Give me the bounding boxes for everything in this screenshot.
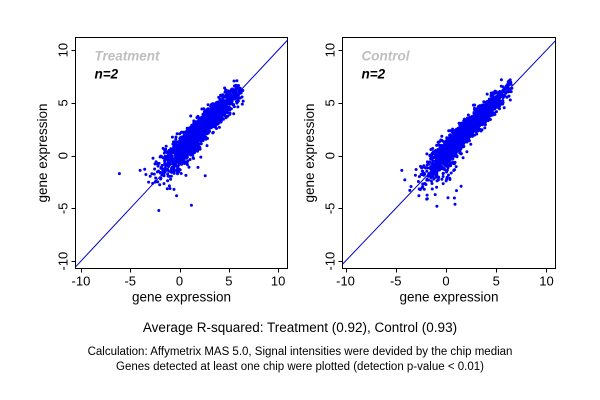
y-tick-label: -5 — [323, 203, 338, 215]
y-tick-label: 10 — [323, 43, 338, 57]
n-label-control: n=2 — [362, 67, 386, 82]
x-tick-label: 10 — [539, 274, 553, 289]
x-tick-label: 0 — [176, 274, 183, 289]
y-axis-title-control: gene expression — [302, 103, 317, 202]
x-axis-title-control: gene expression — [399, 290, 498, 305]
panel-treatment: -10 -5 0 5 10 -10 -5 0 5 10 gene expression gene ex… — [35, 37, 288, 305]
x-tick-label: -5 — [124, 274, 136, 289]
x-tick-label: 10 — [271, 274, 285, 289]
rsquared-caption: Average R-squared: Treatment (0.92), Con… — [142, 320, 458, 335]
plot-frame-treatment — [75, 37, 288, 269]
y-tick-label: 10 — [56, 43, 71, 57]
y-tick-label: 0 — [323, 152, 338, 159]
scatter-points-treatment — [117, 79, 245, 212]
x-tick-label: 0 — [442, 274, 449, 289]
y-tick-label: 5 — [323, 99, 338, 106]
panel-control: -10 -5 0 5 10 -10 -5 0 5 10 gene expression gene ex… — [302, 37, 556, 305]
y-tick-label: -10 — [323, 252, 338, 271]
calculation-note-line1: Calculation: Affymetrix MAS 5.0, Signal … — [87, 346, 513, 358]
x-tick-label: 5 — [225, 274, 232, 289]
y-tick-label: 5 — [56, 99, 71, 106]
scatter-points-control — [400, 78, 514, 208]
plot-frame-control — [342, 37, 556, 269]
panel-title-control: Control — [362, 49, 410, 64]
x-tick-label: -10 — [72, 274, 91, 289]
y-tick-label: -5 — [56, 203, 71, 215]
n-label-treatment: n=2 — [95, 67, 119, 82]
scatter-chart: -10 -5 0 5 10 -10 -5 0 5 10 gene expression gene ex… — [35, 37, 556, 305]
x-tick-label: -10 — [336, 274, 355, 289]
y-axis-title-treatment: gene expression — [35, 103, 50, 202]
x-axis-title-treatment: gene expression — [132, 290, 231, 305]
x-tick-label: 5 — [493, 274, 500, 289]
panel-title-treatment: Treatment — [95, 49, 161, 64]
x-tick-label: -5 — [390, 274, 402, 289]
calculation-note-line2: Genes detected at least one chip were pl… — [116, 361, 484, 373]
y-tick-label: -10 — [56, 252, 71, 271]
y-tick-label: 0 — [56, 152, 71, 159]
